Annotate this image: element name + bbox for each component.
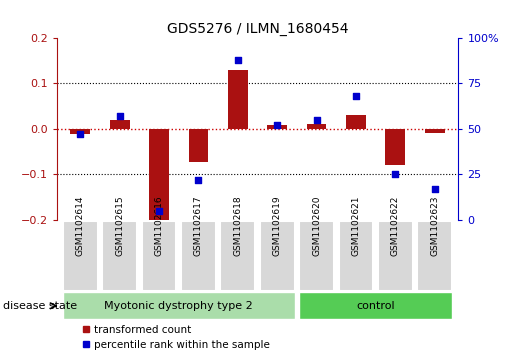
FancyBboxPatch shape: [417, 221, 452, 291]
FancyBboxPatch shape: [142, 221, 176, 291]
Text: Myotonic dystrophy type 2: Myotonic dystrophy type 2: [105, 301, 253, 311]
FancyBboxPatch shape: [260, 221, 295, 291]
Text: GSM1102621: GSM1102621: [351, 195, 360, 256]
Bar: [228, 70, 248, 129]
Text: GSM1102620: GSM1102620: [312, 195, 321, 256]
Point: [115, 113, 124, 119]
Bar: [425, 129, 444, 133]
Title: GDS5276 / ILMN_1680454: GDS5276 / ILMN_1680454: [167, 22, 348, 36]
Text: GSM1102619: GSM1102619: [272, 195, 282, 256]
Bar: [307, 124, 327, 129]
Legend: transformed count, percentile rank within the sample: transformed count, percentile rank withi…: [82, 325, 270, 350]
Point: [76, 131, 84, 137]
Point: [273, 122, 281, 128]
Point: [234, 57, 242, 63]
FancyBboxPatch shape: [220, 221, 255, 291]
Point: [194, 177, 202, 183]
FancyBboxPatch shape: [378, 221, 413, 291]
Bar: [188, 129, 208, 162]
Bar: [62, 292, 295, 319]
Text: control: control: [356, 301, 395, 311]
Text: GSM1102617: GSM1102617: [194, 195, 203, 256]
Text: disease state: disease state: [3, 301, 77, 311]
Point: [155, 208, 163, 213]
Bar: [346, 115, 366, 129]
Text: GSM1102615: GSM1102615: [115, 195, 124, 256]
FancyBboxPatch shape: [181, 221, 216, 291]
Bar: [110, 120, 129, 129]
Bar: [149, 129, 169, 220]
Text: GSM1102622: GSM1102622: [391, 196, 400, 256]
Point: [352, 93, 360, 99]
FancyBboxPatch shape: [63, 221, 98, 291]
Point: [391, 171, 400, 177]
FancyBboxPatch shape: [339, 221, 373, 291]
Point: [313, 117, 321, 123]
Bar: [71, 129, 90, 134]
Point: [431, 186, 439, 192]
Text: GSM1102616: GSM1102616: [154, 195, 164, 256]
FancyBboxPatch shape: [102, 221, 137, 291]
Text: GSM1102614: GSM1102614: [76, 195, 85, 256]
Text: GSM1102618: GSM1102618: [233, 195, 243, 256]
FancyBboxPatch shape: [299, 221, 334, 291]
Bar: [299, 292, 453, 319]
Bar: [386, 129, 405, 165]
Bar: [267, 125, 287, 129]
Text: GSM1102623: GSM1102623: [430, 195, 439, 256]
